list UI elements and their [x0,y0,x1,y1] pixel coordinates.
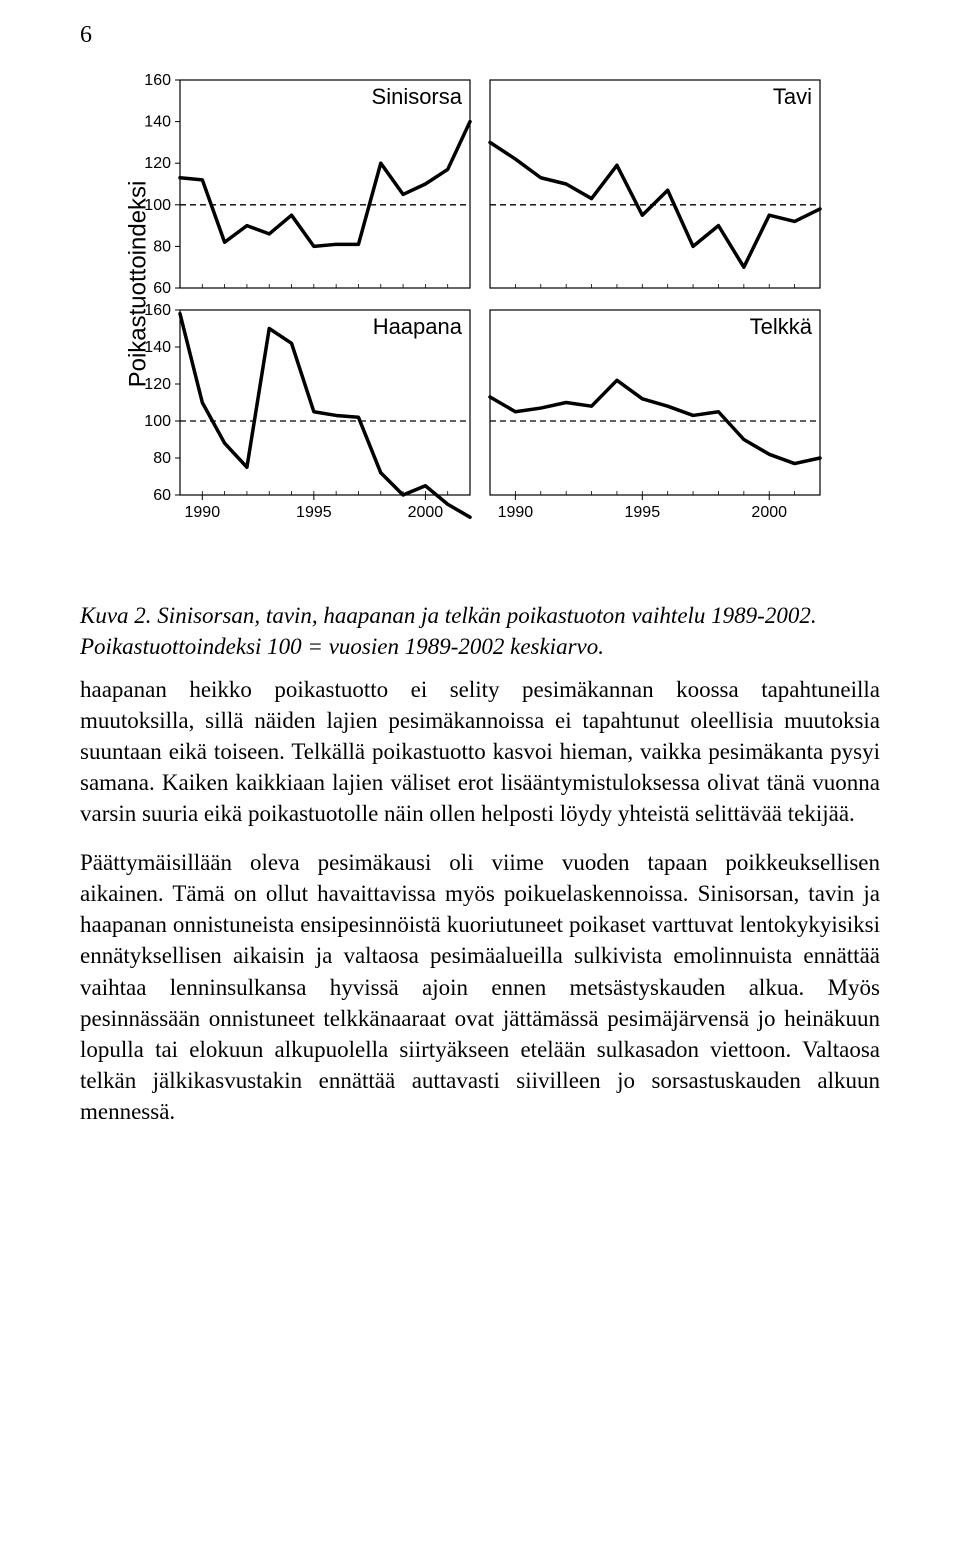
svg-text:Haapana: Haapana [373,314,463,339]
chart-telkka: 1990 1995 2000 Telkkä [480,300,830,530]
chart-sinisorsa: 60 80 100 120 140 160 Sinisorsa [130,70,480,300]
svg-text:1990: 1990 [498,504,534,521]
paragraph: haapanan heikko poikastuotto ei selity p… [80,674,880,829]
svg-text:1990: 1990 [185,504,221,521]
svg-text:2000: 2000 [751,504,787,521]
svg-text:60: 60 [153,487,171,504]
svg-text:120: 120 [144,376,171,393]
svg-text:140: 140 [144,114,171,131]
svg-text:100: 100 [144,197,171,214]
svg-text:100: 100 [144,413,171,430]
svg-text:Tavi: Tavi [773,84,812,109]
svg-text:120: 120 [144,155,171,172]
paragraph: Päättymäisillään oleva pesimäkausi oli v… [80,847,880,1126]
figure-caption: Kuva 2. Sinisorsan, tavin, haapanan ja t… [80,600,880,662]
svg-text:1995: 1995 [296,504,332,521]
body-text: haapanan heikko poikastuotto ei selity p… [80,674,880,1127]
chart-grid: Poikastuottoindeksi 6080100120140160Sini… [80,70,880,590]
svg-text:1995: 1995 [625,504,661,521]
svg-text:Telkkä: Telkkä [750,314,813,339]
svg-text:160: 160 [144,302,171,319]
chart-tavi: Tavi [480,70,830,300]
svg-text:Sinisorsa: Sinisorsa [372,84,463,109]
page-number: 6 [80,22,92,49]
svg-text:60: 60 [153,280,171,297]
svg-text:140: 140 [144,339,171,356]
svg-text:2000: 2000 [408,504,444,521]
svg-text:160: 160 [144,72,171,89]
chart-haapana: 60 80 100 120 140 160 1990 1995 2000 Haapana [130,300,480,530]
svg-text:80: 80 [153,450,171,467]
svg-text:80: 80 [153,238,171,255]
